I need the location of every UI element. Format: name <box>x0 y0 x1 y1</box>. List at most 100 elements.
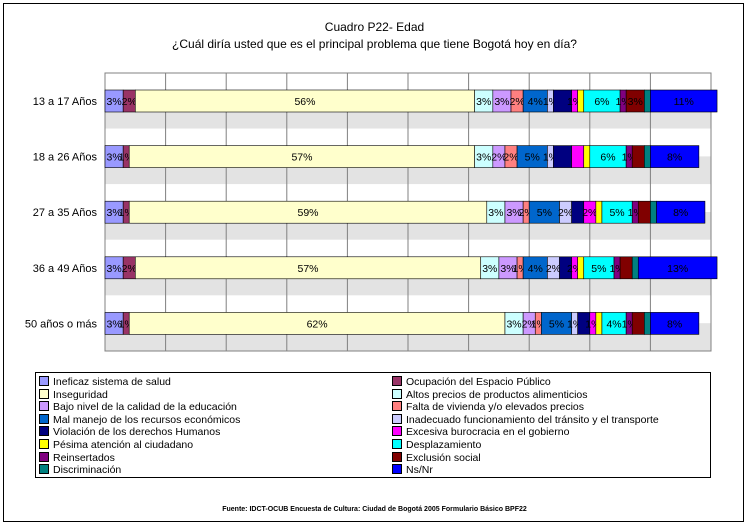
legend-label: Reinsertados <box>53 451 115 464</box>
legend-label: Ocupación del Espacio Público <box>406 376 551 388</box>
bar-segment <box>577 256 585 280</box>
legend-item: Violación de los derechos Humanos <box>39 426 220 438</box>
data-label: 5% <box>591 263 606 275</box>
legend-swatch <box>39 464 49 475</box>
data-label: 3% <box>106 207 121 219</box>
legend-item: Mal manejo de los recursos económicos <box>39 413 240 426</box>
data-label: 2% <box>522 318 537 330</box>
legend-item: Altos precios de productos alimenticios <box>392 388 588 401</box>
bar-segment <box>583 145 591 168</box>
legend-item: Bajo nivel de la calidad de la educación <box>39 401 237 413</box>
legend-label: Violación de los derechos Humanos <box>53 426 221 439</box>
category-label: 18 a 26 Años <box>33 152 98 164</box>
legend-swatch <box>392 426 402 437</box>
data-label: 57% <box>298 263 319 275</box>
data-label: 3% <box>500 263 515 275</box>
legend-swatch <box>39 376 49 386</box>
legend-item: Exclusión social <box>392 451 481 464</box>
stacked-bar-chart: 13 a 17 Años 3% 2% 56% 3% 3% 2% 4% 1% 1% 6% 1%3% 11%… <box>25 72 718 352</box>
legend-swatch <box>392 439 402 449</box>
legend-label: Falta de vivienda y/o elevados precios <box>406 401 585 414</box>
legend-label: Inadecuado funcionamiento del tránsito y… <box>406 413 659 426</box>
legend-item: Reinsertados <box>39 451 115 464</box>
data-label: 2% <box>503 152 518 164</box>
data-label: 3% <box>106 318 121 330</box>
data-label: 3% <box>476 152 491 164</box>
data-label: 2% <box>122 263 137 275</box>
data-label: 3% <box>506 207 521 219</box>
legend-swatch <box>39 451 49 462</box>
plot-area: 13 a 17 Años 3% 2% 56% 3% 3% 2% 4% 1% 1% 6% 1%3% 11%… <box>25 72 718 352</box>
legend-item: Pésima atención al ciudadano <box>39 439 193 451</box>
legend-item: Ocupación del Espacio Público <box>392 376 551 388</box>
data-label: 4% <box>606 318 621 330</box>
legend: Ineficaz sistema de salud Ocupación del E… <box>35 372 711 478</box>
legend-label: Ineficaz sistema de salud <box>53 376 171 388</box>
bar-segment <box>595 312 603 335</box>
legend-swatch <box>392 376 402 386</box>
legend-label: Excesiva burocracia en el gobierno <box>406 426 570 439</box>
legend-item: Falta de vivienda y/o elevados precios <box>392 401 584 413</box>
bar-segment <box>650 312 700 335</box>
legend-item: Desplazamiento <box>392 439 481 451</box>
bar-segment <box>650 145 700 168</box>
data-label: 3% <box>494 96 509 108</box>
category-label: 27 a 35 Años <box>33 207 98 219</box>
legend-item: Inseguridad <box>39 388 108 401</box>
legend-label: Desplazamiento <box>406 439 482 451</box>
data-label: 5% <box>549 318 564 330</box>
data-label: 3% <box>506 318 521 330</box>
bar-segment <box>644 89 651 113</box>
data-label: 2% <box>122 96 137 108</box>
legend-swatch <box>39 439 49 449</box>
data-label: 13% <box>667 263 688 275</box>
legend-label: Altos precios de productos alimenticios <box>406 388 588 401</box>
data-label: 62% <box>307 318 328 330</box>
data-label: 8% <box>667 318 682 330</box>
data-label: 3% <box>476 96 491 108</box>
legend-swatch <box>392 388 402 399</box>
bar-segment <box>631 312 645 335</box>
bar-segment <box>577 89 585 113</box>
bar-segment <box>644 312 651 335</box>
legend-label: Exclusión social <box>406 451 481 464</box>
legend-item: Inadecuado funcionamiento del tránsito y… <box>392 413 659 426</box>
bar-segment <box>650 200 657 224</box>
legend-swatch <box>392 413 402 424</box>
data-label: 4% <box>528 96 543 108</box>
legend-swatch <box>392 464 402 475</box>
legend-swatch <box>392 401 402 412</box>
legend-item: Discriminación <box>39 464 121 476</box>
legend-swatch <box>39 413 49 424</box>
bar-segment <box>637 256 718 280</box>
legend-swatch <box>39 401 49 412</box>
data-label: 3% <box>488 207 503 219</box>
legend-item: Excesiva burocracia en el gobierno <box>392 426 569 438</box>
legend-label: Pésima atención al ciudadano <box>53 439 194 451</box>
bar-segment <box>571 145 585 168</box>
source-note: Fuente: IDCT-OCUB Encuesta de Cultura: C… <box>222 506 527 513</box>
data-label: 3% <box>628 96 643 108</box>
data-label: 8% <box>667 152 682 164</box>
bar-segment <box>619 256 633 280</box>
bar-segment <box>631 145 645 168</box>
data-label: 3% <box>106 263 121 275</box>
legend-label: Discriminación <box>53 464 122 477</box>
legend-swatch <box>39 426 49 437</box>
data-label: 59% <box>298 207 319 219</box>
data-label: 6% <box>594 96 609 108</box>
legend-item: Ineficaz sistema de salud <box>39 376 171 388</box>
data-label: 5% <box>537 207 552 219</box>
data-label: 4% <box>528 263 543 275</box>
bar-segment <box>650 89 718 113</box>
category-label: 50 años o más <box>25 318 98 330</box>
data-label: 56% <box>294 96 315 108</box>
data-label: 3% <box>482 263 497 275</box>
data-label: 2% <box>509 96 524 108</box>
bar-segment <box>656 200 706 224</box>
data-label: 2% <box>491 152 506 164</box>
data-label: 3% <box>106 152 121 164</box>
bar-segment <box>595 200 603 224</box>
data-label: 11% <box>674 96 694 108</box>
data-label: 2% <box>558 207 573 219</box>
